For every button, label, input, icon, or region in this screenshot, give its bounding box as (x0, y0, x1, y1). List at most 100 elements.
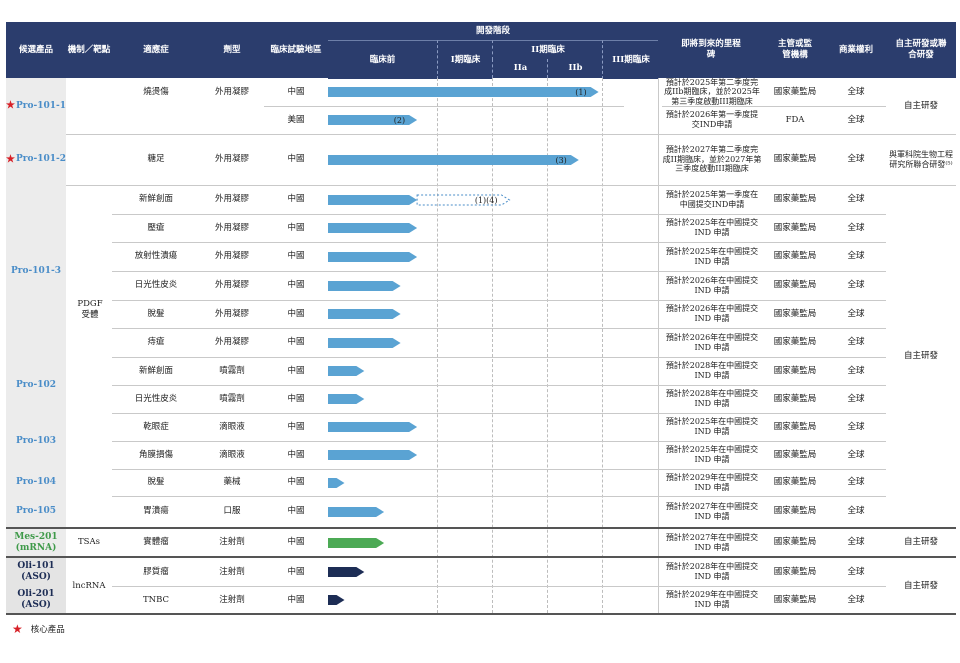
rd-self-4: 自主研發 (903, 580, 938, 591)
progress-arrow-shape (328, 394, 365, 404)
progress-arrow-shape (328, 115, 418, 125)
arrow-footnote-label: (1)(4) (475, 196, 498, 205)
rd-self-1: 自主研發 (903, 100, 938, 111)
dosage-form: 滴眼液 (219, 421, 245, 432)
header-rights: 商業權利 (826, 22, 886, 78)
dosage-form: 外用凝膠 (214, 154, 249, 165)
milestone: 預計於2025年在中國提交 IND 申請 (665, 445, 759, 464)
indication: 新鮮創面 (138, 194, 173, 205)
regulator: 國家藥監局 (773, 537, 817, 548)
milestone: 預計於2025年在中國提交 IND 申請 (665, 417, 759, 436)
rights: 全球 (847, 222, 865, 233)
mechanism-lncrna: lncRNA (72, 580, 106, 591)
trial-region: 中國 (287, 365, 305, 376)
rights: 全球 (847, 194, 865, 205)
indication: 脫髮 (147, 477, 165, 488)
rd-self-3: 自主研發 (903, 537, 938, 548)
trial-region: 中國 (287, 86, 305, 97)
progress-arrow: (3) (328, 154, 579, 165)
progress-arrow-shape (328, 366, 365, 376)
header-phase1: I期臨床 (437, 40, 493, 79)
progress-arrow-shape (328, 337, 401, 348)
milestone: 預計於2025年第二季度完成IIb期臨床，並於2025年第三季度啟動III期臨床 (664, 77, 760, 106)
trial-region: 中國 (287, 537, 305, 548)
regulator: 國家藥監局 (773, 449, 817, 460)
row-divider (112, 214, 886, 215)
rights: 全球 (847, 477, 865, 488)
progress-arrow (328, 567, 365, 577)
rights: 全球 (847, 114, 865, 125)
product-pro-104: Pro-104 (6, 469, 66, 496)
dosage-form: 外用凝膠 (214, 280, 249, 291)
legend: ★ 核心產品 (12, 622, 65, 636)
rights: 全球 (847, 337, 865, 348)
indication: 日光性皮炎 (134, 393, 178, 404)
milestone: 預計於2025年在中國提交 IND 申請 (665, 218, 759, 237)
milestone: 預計於2025年第一季度在中國提交IND申請 (665, 189, 759, 209)
indication: 實體瘤 (143, 537, 169, 548)
regulator: 國家藥監局 (773, 194, 817, 205)
row-divider (112, 385, 886, 386)
regulator: 國家藥監局 (773, 251, 817, 262)
regulator: FDA (785, 114, 805, 125)
progress-arrow-shape (328, 223, 418, 233)
dosage-form: 注射劑 (219, 594, 245, 605)
core-star-icon: ★ (6, 100, 15, 111)
progress-arrow-shape (328, 595, 345, 605)
progress-arrow-shape (328, 309, 401, 319)
row-divider (112, 242, 886, 243)
row-divider (112, 469, 886, 470)
progress-arrow (328, 309, 401, 319)
dosage-form: 外用凝膠 (214, 337, 249, 348)
progress-arrow (328, 506, 385, 517)
row-divider (264, 106, 624, 107)
dosage-form: 外用凝膠 (214, 251, 249, 262)
progress-arrow (328, 337, 401, 348)
regulator: 國家藥監局 (773, 222, 817, 233)
progress-arrow (328, 366, 365, 376)
progress-arrow-shape (328, 87, 599, 97)
product-pro-101-2: ★ Pro-101-2 (6, 134, 66, 185)
mechanism-tsas: TSAs (78, 537, 100, 548)
product-pro-105: Pro-105 (6, 496, 66, 527)
trial-region: 中國 (287, 194, 305, 205)
milestone: 預計於2028年在中國提交 IND 申請 (665, 562, 759, 581)
trial-region: 中國 (287, 566, 305, 577)
progress-arrow (328, 280, 401, 291)
indication: 乾眼症 (143, 421, 169, 432)
regulator: 國家藥監局 (773, 594, 817, 605)
row-divider (112, 586, 886, 587)
indication: 膠質瘤 (143, 566, 169, 577)
progress-arrow (328, 450, 418, 460)
progress-arrow (328, 422, 418, 432)
indication: 脫髮 (147, 308, 165, 319)
product-oli-201: Oli-201 (ASO) (6, 586, 66, 614)
progress-arrow-shape (328, 280, 401, 291)
trial-region: 中國 (287, 594, 305, 605)
dosage-form: 噴霧劑 (219, 365, 245, 376)
product-oli-101: Oli-101 (ASO) (6, 558, 66, 586)
row-divider (112, 300, 886, 301)
rights: 全球 (847, 86, 865, 97)
trial-region: 中國 (287, 154, 305, 165)
table-bottom (6, 613, 956, 615)
indication: 放射性潰瘍 (134, 251, 178, 262)
milestone: 預計於2026年在中國提交 IND 申請 (665, 332, 759, 352)
progress-arrow: (1) (328, 87, 599, 97)
stage-guide-phase3 (602, 78, 603, 613)
dosage-form: 外用凝膠 (214, 222, 249, 233)
indication: 糖足 (147, 154, 165, 165)
milestone: 預計於2026年第一季度提交IND申請 (665, 110, 759, 129)
rights: 全球 (847, 154, 865, 165)
indication: 燒燙傷 (143, 86, 169, 97)
milestone: 預計於2028年在中國提交 IND 申請 (665, 389, 759, 408)
legend-label: 核心產品 (30, 625, 65, 635)
header-milestone: 即將到來的里程碑 (658, 22, 764, 78)
product-mes-201: Mes-201 (mRNA) (6, 529, 66, 556)
regulator: 國家藥監局 (773, 308, 817, 319)
progress-arrow-shape (328, 506, 385, 517)
progress-arrow-shape (328, 194, 418, 205)
milestone: 預計於2029年在中國提交 IND 申請 (665, 472, 759, 492)
stage-guide-end (658, 78, 659, 613)
rights: 全球 (847, 393, 865, 404)
